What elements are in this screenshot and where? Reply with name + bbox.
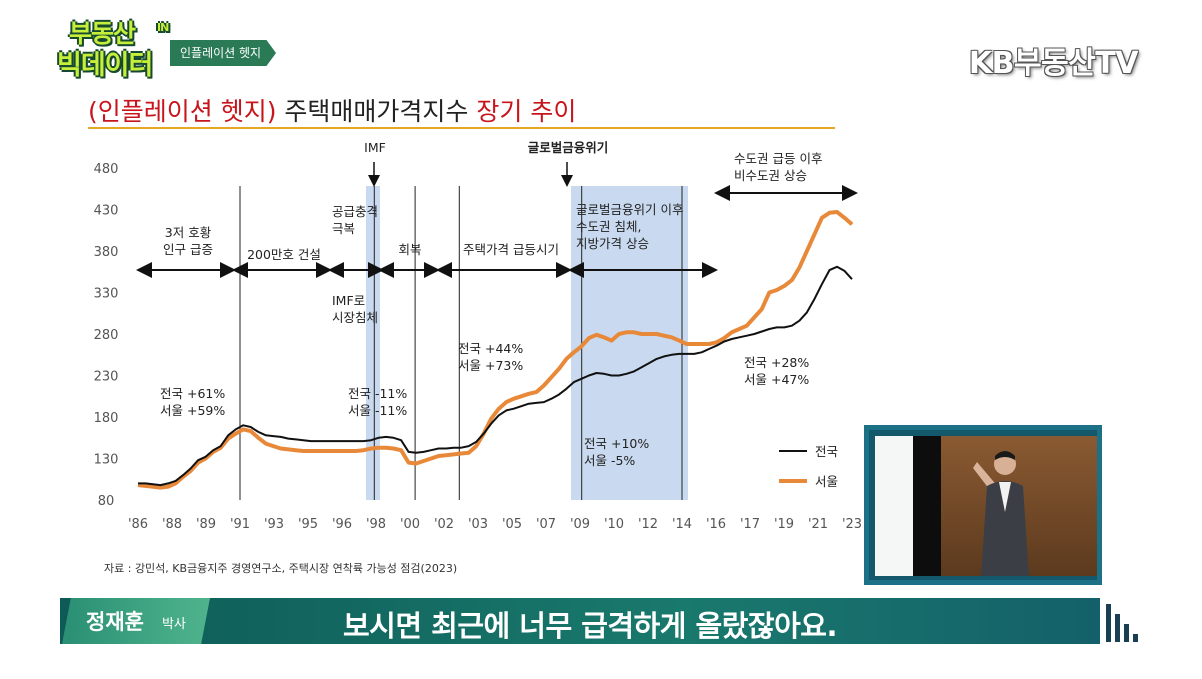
series-line-national [138, 265, 853, 487]
period-label: 공급충격 극복 [332, 204, 378, 236]
x-tick-label: '96 [332, 517, 352, 532]
x-tick-label: '91 [230, 517, 250, 532]
y-tick-label: 430 [94, 204, 119, 219]
topic-tag: 인플레이션 헷지 [170, 40, 276, 66]
title-part-2: 주택매매가격지수 [276, 97, 477, 126]
x-tick-label: '10 [604, 517, 624, 532]
y-tick-label: 380 [94, 245, 119, 260]
y-tick-label: 180 [94, 411, 119, 426]
x-tick-label: '19 [774, 517, 794, 532]
annotation: 전국 +44% 서울 +73% [458, 341, 523, 373]
x-tick-label: '93 [264, 517, 284, 532]
pip-wall [913, 436, 941, 576]
logo-in: IN [157, 21, 169, 34]
imf-band [366, 186, 380, 500]
period-label: 주택가격 급등시기 [463, 242, 559, 257]
presenter-figure [973, 451, 1029, 576]
series-line-seoul [137, 210, 854, 490]
period-label: 회복 [398, 242, 421, 257]
period-label: 3저 호황 인구 급증 [163, 225, 213, 257]
x-tick-label: '03 [468, 517, 488, 532]
logo-line-1: 부동산 [69, 19, 136, 48]
caption-bar [60, 598, 1100, 644]
period-label: 글로벌금융위기 이후 수도권 침체, 지방가격 상승 [576, 202, 683, 251]
x-tick-label: '14 [672, 517, 692, 532]
x-tick-label: '09 [570, 517, 590, 532]
x-tick-label: '88 [162, 517, 182, 532]
x-tick-label: '02 [434, 517, 454, 532]
x-tick-label: '00 [400, 517, 420, 532]
x-tick-label: '05 [502, 517, 522, 532]
title-rule [88, 127, 835, 129]
x-tick-label: '89 [196, 517, 216, 532]
period-label: 수도권 급등 이후 비수도권 상승 [734, 151, 822, 183]
speaker-video [864, 425, 1102, 585]
x-tick-label: '16 [706, 517, 726, 532]
legend-label-seoul: 서울 [815, 474, 838, 489]
x-tick-label: '12 [638, 517, 658, 532]
annotation: IMF로 시장침체 [332, 293, 378, 325]
event-label-gfc: 글로벌금융위기 [528, 140, 609, 155]
y-tick-label: 280 [94, 328, 119, 343]
speaker-role: 박사 [162, 617, 186, 632]
x-tick-label: '21 [808, 517, 828, 532]
annotation: 전국 +61% 서울 +59% [160, 386, 225, 418]
title-part-1: (인플레이션 헷지) [88, 97, 277, 126]
x-tick-label: '23 [842, 517, 862, 532]
annotation: 전국 +10% 서울 -5% [584, 436, 649, 468]
period-label: 200만호 건설 [247, 247, 321, 262]
name-tag [62, 598, 210, 644]
y-tick-label: 80 [98, 494, 115, 509]
x-tick-label: '07 [536, 517, 556, 532]
bars-icon [1106, 604, 1138, 642]
legend-label-national: 전국 [815, 444, 838, 459]
x-tick-label: '95 [298, 517, 318, 532]
channel-logo: KB부동산TV [968, 46, 1139, 81]
x-tick-label: '86 [128, 517, 148, 532]
annotation: 전국 -11% 서울 -11% [348, 386, 407, 418]
source-note: 자료 : 강민석, KB금융지주 경영연구소, 주택시장 연착륙 가능성 점검(… [104, 562, 458, 575]
speaker-name: 정재훈 [86, 610, 144, 634]
price-index-chart: 480 430 380 330 280 230 180 130 80 '86 '88 '89 '91 '… [94, 140, 862, 532]
annotation: 전국 +28% 서울 +47% [744, 355, 809, 387]
title-part-3: 장기 추이 [476, 97, 577, 126]
y-tick-label: 330 [94, 287, 119, 302]
slide-title: (인플레이션 헷지) 주택매매가격지수 장기 추이 [88, 92, 576, 128]
logo-badge: 부동산 IN 빅데이터 [55, 14, 175, 81]
x-tick-label: '17 [740, 517, 760, 532]
caption-text: 보시면 최근에 너무 급격하게 올랐잖아요. [343, 609, 837, 643]
pip-screen [875, 436, 913, 576]
x-tick-label: '98 [366, 517, 386, 532]
y-tick-label: 480 [94, 162, 119, 177]
y-tick-label: 230 [94, 370, 119, 385]
gfc-band [571, 186, 688, 500]
y-tick-label: 130 [94, 453, 119, 468]
event-label-imf: IMF [364, 140, 386, 155]
logo-line-2: 빅데이터 [57, 50, 153, 81]
